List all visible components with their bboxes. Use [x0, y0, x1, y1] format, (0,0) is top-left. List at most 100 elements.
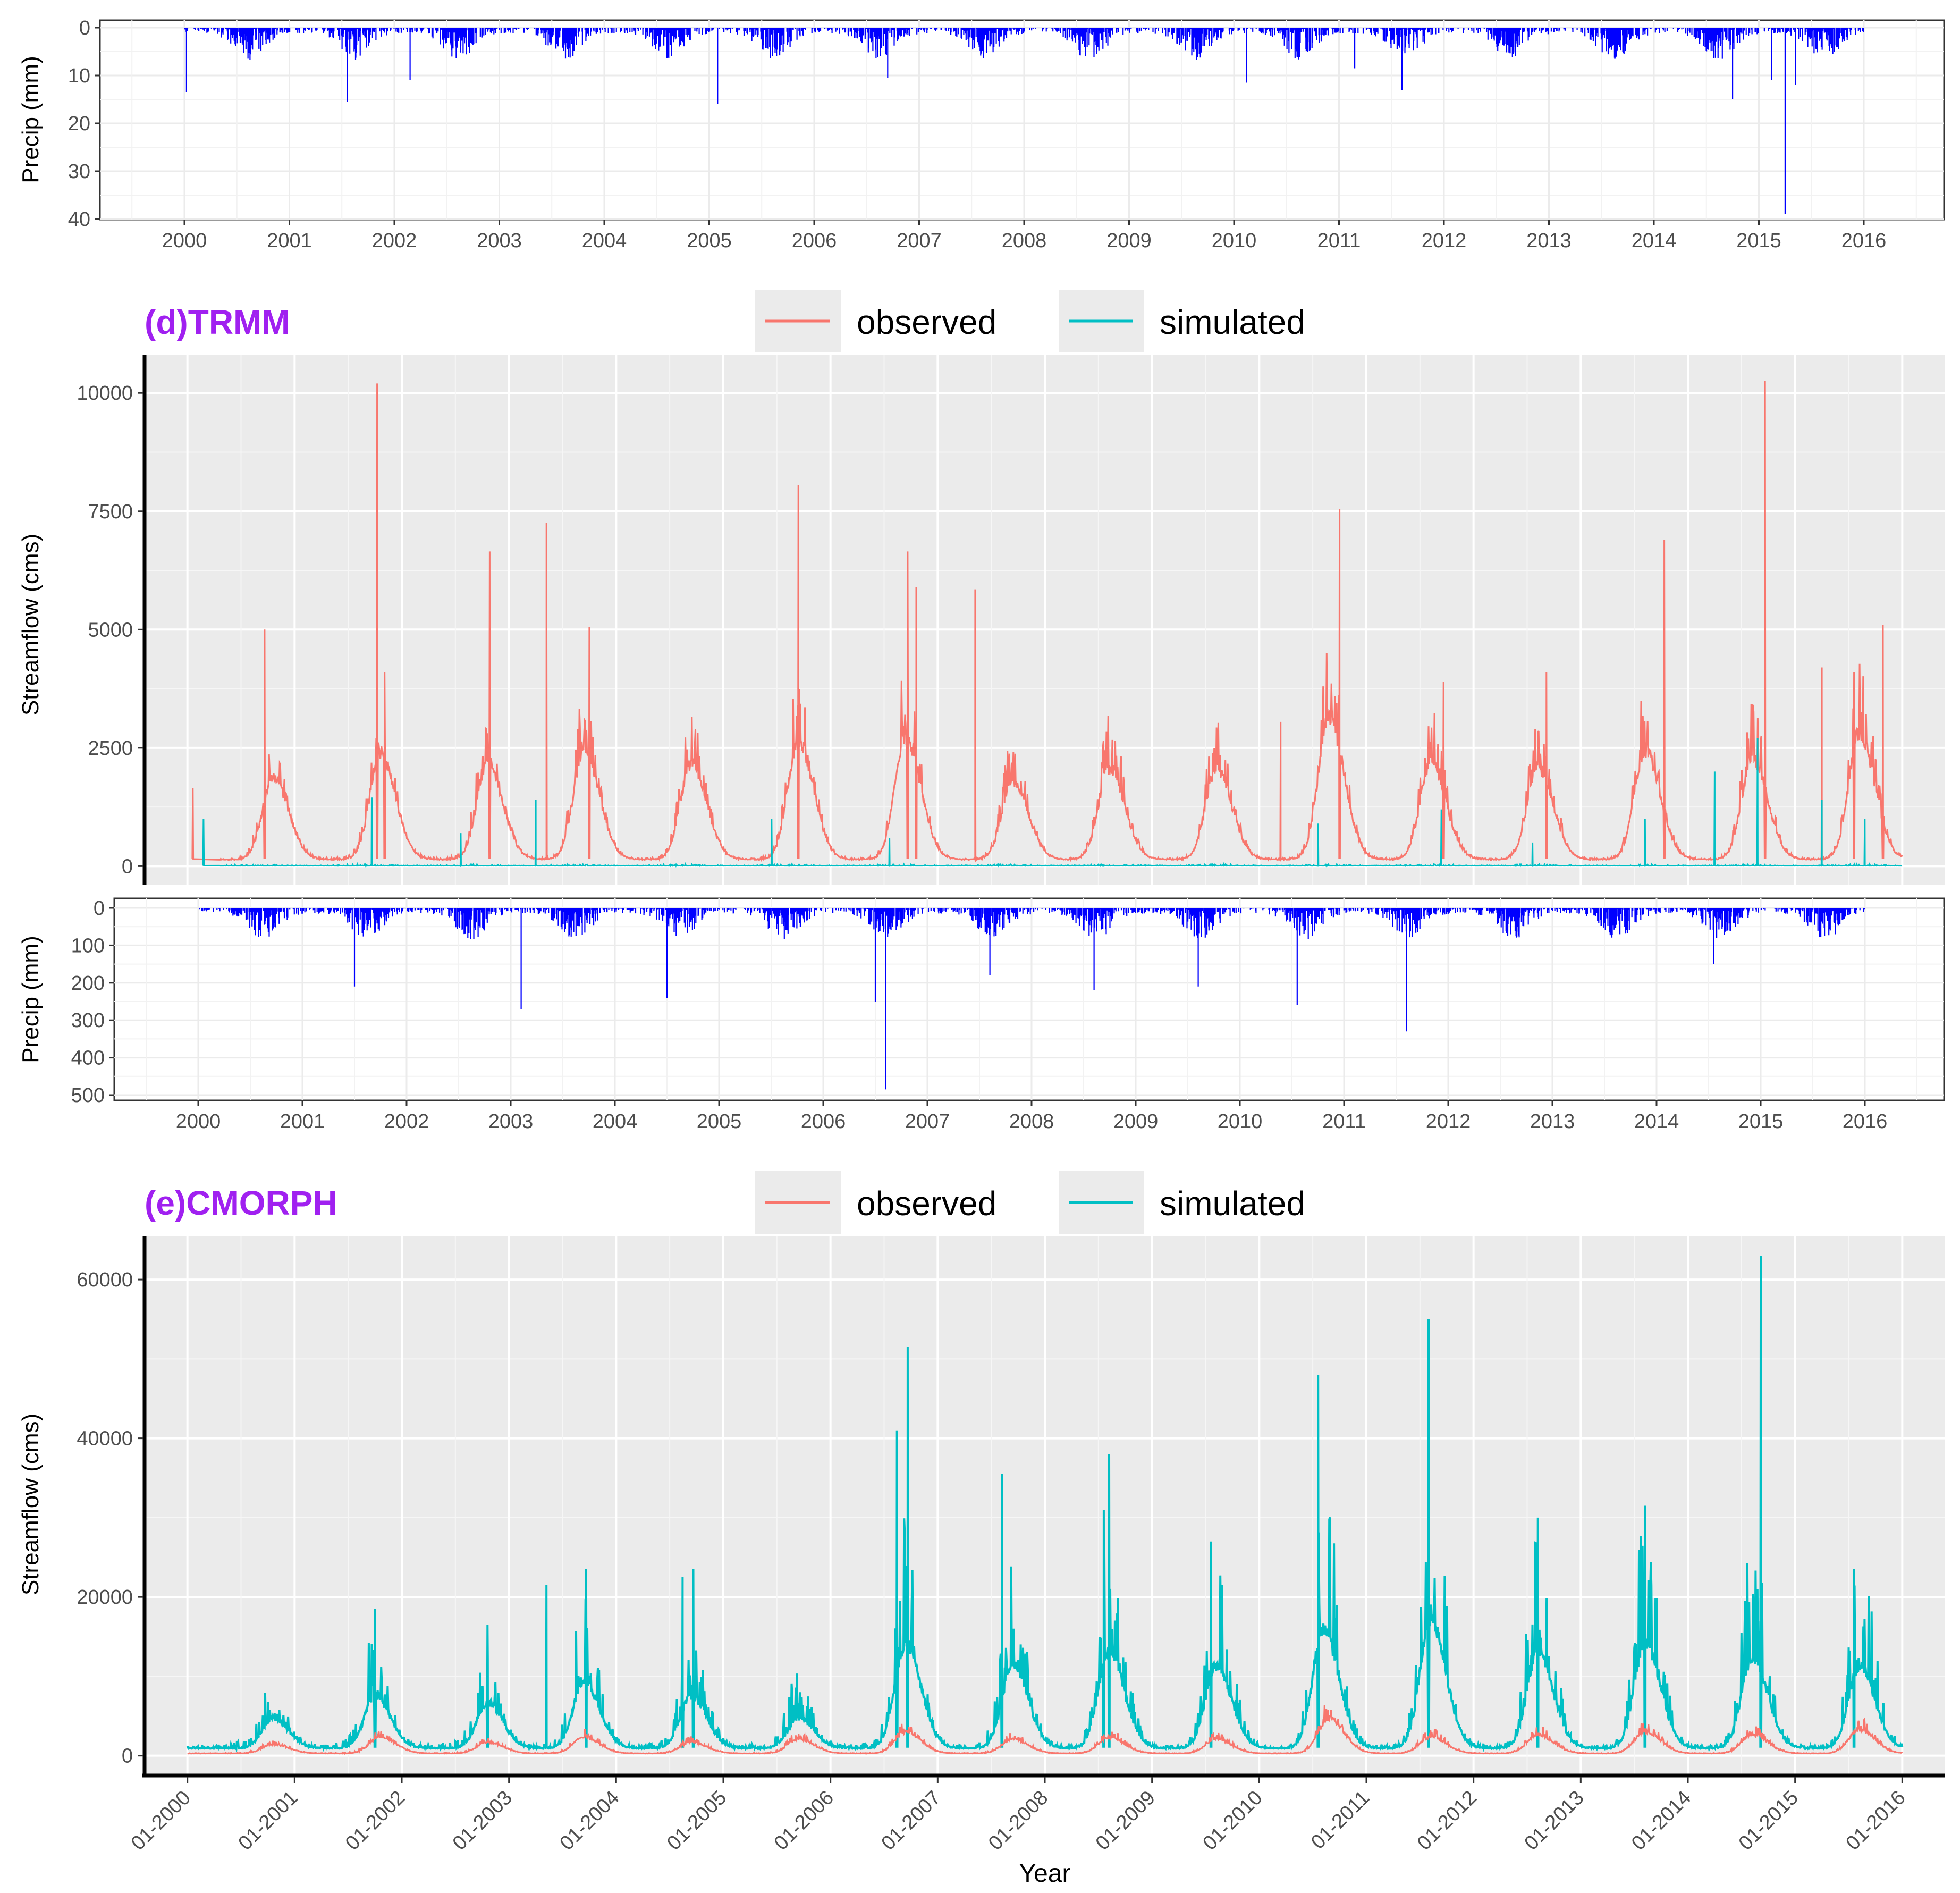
precip-middle-x-tick-label: 2012 — [1426, 1110, 1471, 1133]
precip-middle-x-tick-label: 2013 — [1530, 1110, 1575, 1133]
precip-top-x-tick-label: 2014 — [1632, 230, 1677, 252]
precip-top-x-tick-label: 2008 — [1002, 230, 1047, 252]
cmorph-x-tick-label: 01-2006 — [770, 1787, 838, 1855]
cmorph-x-tick-label: 01-2008 — [984, 1787, 1052, 1855]
precip-top-y-ticks: 0 10 20 30 40 — [68, 17, 100, 231]
cmorph-panel-title: (e)CMORPH — [145, 1184, 337, 1222]
precip-top-x-tick-label: 2000 — [162, 230, 207, 252]
precip-middle-y-tick-label: 400 — [71, 1047, 105, 1070]
precip-top-y-tick-label: 40 — [68, 208, 90, 231]
cmorph-x-tick-label: 01-2014 — [1627, 1787, 1695, 1855]
precip-middle-x-tick-label: 2005 — [697, 1110, 742, 1133]
trmm-y-ticks: 0 2500 5000 7500 10000 — [77, 382, 143, 878]
trmm-panel-title: (d)TRMM — [145, 303, 290, 341]
precip-middle-x-tick-label: 2010 — [1218, 1110, 1263, 1133]
precip-top-x-tick-label: 2004 — [582, 230, 627, 252]
precip-middle-plot-area — [113, 897, 1945, 1101]
precip-top-x-tick-label: 2011 — [1317, 230, 1361, 252]
cmorph-observed-series-group — [187, 1704, 1903, 1755]
cmorph-x-tick-label: 01-2000 — [127, 1787, 195, 1855]
cmorph-observed-line — [187, 1704, 1903, 1755]
trmm-legend: observed simulated — [755, 290, 1305, 352]
trmm-legend-observed-label: observed — [857, 303, 996, 341]
cmorph-x-tick-label: 01-2007 — [877, 1787, 945, 1855]
cmorph-x-axis-label: Year — [1019, 1860, 1071, 1888]
cmorph-x-tick-label: 01-2015 — [1735, 1787, 1803, 1855]
cmorph-x-tick-label: 01-2002 — [341, 1787, 409, 1855]
precip-middle-x-tick-label: 2007 — [905, 1110, 950, 1133]
precip-middle-y-tick-label: 0 — [94, 897, 105, 920]
cmorph-y-tick-label: 40000 — [77, 1428, 133, 1450]
cmorph-simulated-series-group — [186, 1256, 1904, 1753]
precip-middle-x-tick-label: 2008 — [1009, 1110, 1054, 1133]
cmorph-x-tick-label: 01-2010 — [1198, 1787, 1266, 1855]
precip-top-x-tick-label: 2005 — [687, 230, 732, 252]
precip-middle-x-tick-label: 2011 — [1322, 1110, 1366, 1133]
precip-middle-x-tick-label: 2001 — [280, 1110, 325, 1133]
cmorph-legend-simulated-label: simulated — [1160, 1184, 1305, 1223]
precip-top-y-axis-label: Precip (mm) — [18, 56, 44, 183]
cmorph-y-tick-label: 60000 — [77, 1269, 133, 1291]
precip-middle-y-axis-label: Precip (mm) — [18, 936, 44, 1063]
cmorph-x-tick-label: 01-2005 — [663, 1787, 731, 1855]
precip-top-y-tick-label: 0 — [79, 17, 90, 39]
precip-top-x-tick-label: 2003 — [477, 230, 522, 252]
trmm-legend-simulated-label: simulated — [1160, 303, 1305, 341]
precip-top-bars — [184, 28, 1864, 214]
trmm-y-tick-label: 0 — [122, 855, 133, 878]
precip-middle-x-tick-label: 2006 — [801, 1110, 846, 1133]
precip-top-x-tick-label: 2001 — [267, 230, 312, 252]
precip-top-y-tick-label: 10 — [68, 65, 90, 87]
precip-middle-x-tick-label: 2000 — [176, 1110, 221, 1133]
cmorph-y-axis-label: Streamflow (cms) — [18, 1414, 44, 1595]
trmm-y-tick-label: 7500 — [88, 501, 133, 523]
precip-top-x-tick-label: 2010 — [1212, 230, 1257, 252]
cmorph-legend-observed-label: observed — [857, 1184, 996, 1223]
cmorph-x-tick-label: 01-2003 — [449, 1787, 517, 1855]
trmm-y-tick-label: 5000 — [88, 619, 133, 641]
precip-middle-y-tick-label: 100 — [71, 935, 105, 957]
precip-top-x-tick-label: 2013 — [1526, 230, 1572, 252]
precip-middle-bars — [199, 908, 1865, 1090]
trmm-y-tick-label: 2500 — [88, 737, 133, 760]
trmm-simulated-series-group — [202, 738, 1902, 868]
cmorph-y-ticks: 0 20000 40000 60000 — [77, 1269, 143, 1768]
precip-middle-x-tick-label: 2004 — [593, 1110, 638, 1133]
trmm-observed-series-group — [191, 381, 1903, 863]
precip-middle-x-tick-label: 2016 — [1843, 1110, 1888, 1133]
precip-top-y-tick-label: 30 — [68, 161, 90, 183]
cmorph-x-tick-label: 01-2004 — [555, 1787, 623, 1855]
precip-middle-y-tick-label: 300 — [71, 1009, 105, 1032]
precip-middle-x-tick-label: 2014 — [1634, 1110, 1679, 1133]
precip-middle-daily-bars — [199, 908, 1865, 1090]
cmorph-y-tick-label: 20000 — [77, 1586, 133, 1609]
precip-top-y-tick-label: 20 — [68, 113, 90, 135]
trmm-y-tick-label: 10000 — [77, 382, 133, 405]
cmorph-x-tick-label: 01-2009 — [1092, 1787, 1160, 1855]
precip-top-x-tick-label: 2015 — [1736, 230, 1781, 252]
precip-top-x-ticks: 2000 2001 2002 2003 2004 2005 2006 2007 2008 2009… — [162, 220, 1886, 252]
trmm-observed-line — [191, 381, 1903, 863]
precip-top-x-tick-label: 2009 — [1106, 230, 1152, 252]
cmorph-legend: observed simulated — [755, 1171, 1305, 1234]
precip-top-x-tick-label: 2012 — [1422, 230, 1467, 252]
precip-middle-y-ticks: 0 100 200 300 400 500 — [71, 897, 114, 1107]
precip-top-x-tick-label: 2006 — [792, 230, 837, 252]
precip-middle-y-tick-label: 200 — [71, 972, 105, 995]
cmorph-simulated-line — [186, 1256, 1904, 1753]
precip-middle-x-tick-label: 2003 — [488, 1110, 534, 1133]
trmm-panel: (d)TRMM observed simulated 0 2500 5000 7500… — [18, 290, 1945, 885]
cmorph-x-ticks: 01-2000 01-2001 01-2002 01-2003 01-2004 01-20… — [127, 1777, 1910, 1855]
cmorph-panel: (e)CMORPH observed simulated 0 20000 40000… — [18, 1171, 1945, 1888]
precip-middle-x-tick-label: 2002 — [384, 1110, 429, 1133]
precip-top-x-tick-label: 2007 — [897, 230, 942, 252]
precip-middle-x-tick-label: 2015 — [1738, 1110, 1784, 1133]
precip-middle-x-tick-label: 2009 — [1113, 1110, 1159, 1133]
precip-middle-y-tick-label: 500 — [71, 1084, 105, 1107]
precip-top-x-tick-label: 2002 — [372, 230, 417, 252]
precip-middle-x-ticks: 2000 2001 2002 2003 2004 2005 2006 2007 2008 2009… — [176, 1100, 1888, 1133]
precip-top-plot-area — [99, 19, 1945, 221]
